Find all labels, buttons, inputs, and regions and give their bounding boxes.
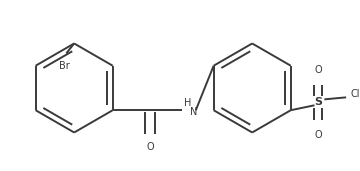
Text: O: O xyxy=(315,65,322,75)
Text: N: N xyxy=(190,107,197,117)
Text: O: O xyxy=(147,142,154,152)
Text: Br: Br xyxy=(59,61,70,71)
Text: S: S xyxy=(314,97,323,107)
Text: O: O xyxy=(315,130,322,140)
Text: H: H xyxy=(184,98,191,108)
Text: Cl: Cl xyxy=(350,89,360,99)
